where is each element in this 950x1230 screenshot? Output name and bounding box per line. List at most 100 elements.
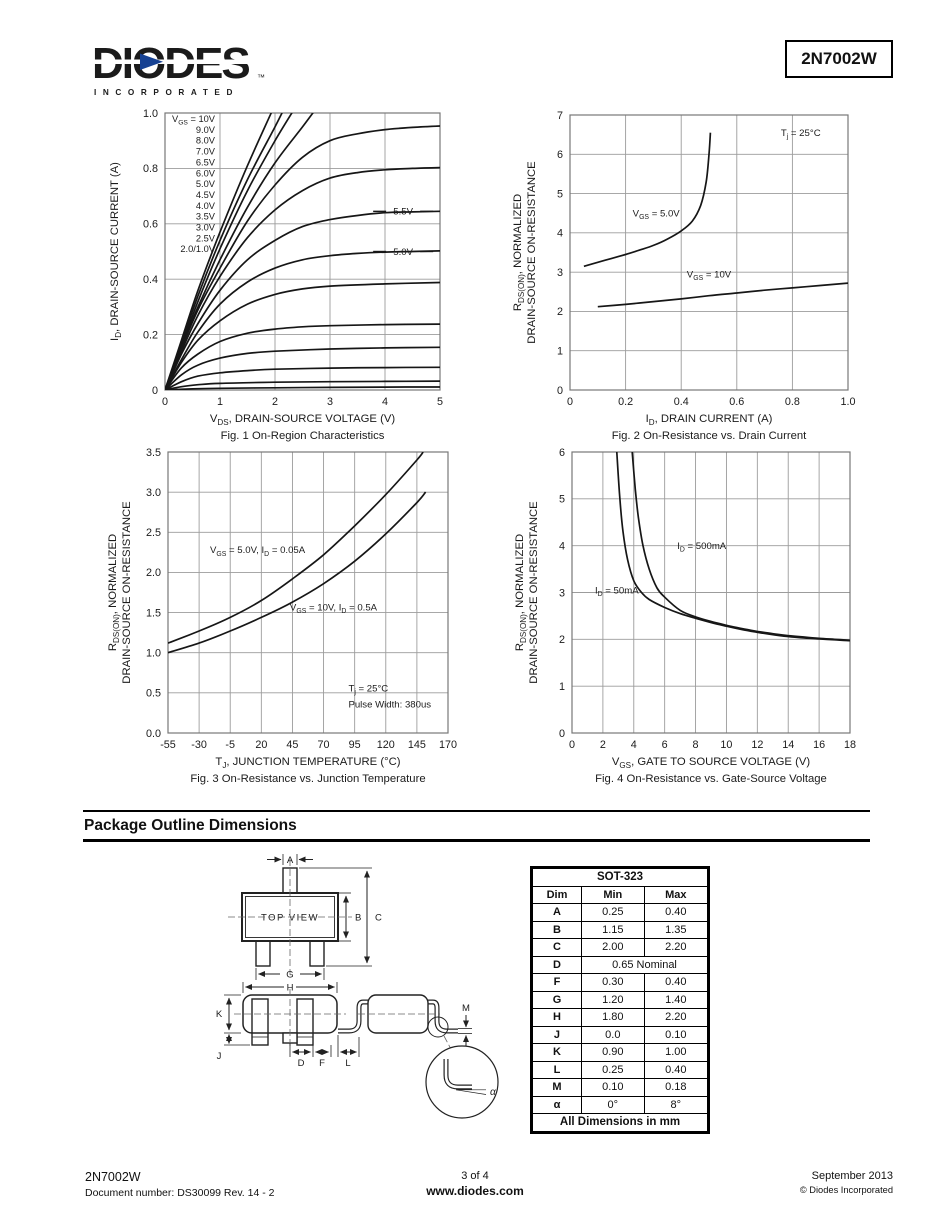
footer-right: September 2013 © Diodes Incorporated — [800, 1170, 893, 1195]
curve-VGS-3.5V — [165, 346, 440, 390]
curve-VGS-3.0V — [165, 366, 440, 390]
min-cell: 0° — [580, 1095, 645, 1114]
curve-VGS-6.5V — [165, 125, 440, 390]
max-cell: 2.20 — [643, 938, 709, 957]
dim-label-M: M — [462, 1003, 470, 1014]
y-tick-label: 0 — [557, 385, 563, 397]
legend-line: 3.5V — [196, 212, 216, 222]
x-tick-label: 14 — [782, 739, 794, 751]
min-cell: 0.30 — [580, 973, 645, 992]
figure-caption: Fig. 2 On-Resistance vs. Drain Current — [612, 430, 807, 442]
legend-line: VGS = 10V — [172, 114, 216, 127]
x-tick-label: 1 — [217, 396, 223, 408]
min-cell: 0.0 — [580, 1025, 645, 1044]
x-tick-label: 145 — [408, 739, 426, 751]
legend-line: 3.0V — [196, 223, 216, 233]
max-cell: 1.00 — [643, 1043, 709, 1062]
dim-label-H: H — [287, 983, 294, 994]
dim-cell: J — [531, 1025, 582, 1044]
logo-arrow-icon — [140, 53, 163, 70]
y-tick-label: 0.4 — [143, 274, 158, 286]
plot-border — [571, 451, 851, 734]
x-tick-label: 1.0 — [840, 396, 855, 408]
package-front-view: H K J D F — [216, 982, 346, 1069]
y-tick-label: 1.0 — [146, 648, 161, 660]
package-heading-text: Package Outline Dimensions — [84, 817, 297, 834]
footer-center: 3 of 4 www.diodes.com — [0, 1170, 950, 1198]
dim-cell: α — [531, 1095, 582, 1114]
footer-website-link[interactable]: www.diodes.com — [426, 1184, 524, 1198]
curve-ID-500mA — [631, 452, 850, 642]
curve-VGS-5.0V-ID-0.05A — [168, 452, 424, 644]
plot-border — [569, 114, 849, 391]
min-cell: 0.25 — [580, 903, 645, 922]
min-cell: 0.90 — [580, 1043, 645, 1062]
dim-label-D: D — [298, 1058, 305, 1069]
legend-line: 4.0V — [196, 201, 216, 211]
column-header: Dim — [531, 885, 582, 904]
dim-cell: F — [531, 973, 582, 992]
y-tick-label: 4 — [557, 228, 563, 240]
bottom-right-pin — [309, 940, 325, 967]
dim-label-alpha: α — [490, 1087, 496, 1098]
x-tick-label: 18 — [844, 739, 856, 751]
column-header: Max — [643, 885, 709, 904]
dim-label-G: G — [286, 970, 293, 981]
y-tick-label: 3.0 — [146, 487, 161, 499]
y-tick-label: 2.0 — [146, 567, 161, 579]
package-outline-heading: Package Outline Dimensions — [83, 810, 870, 842]
x-tick-label: 70 — [318, 739, 330, 751]
y-tick-label: 1.5 — [146, 607, 161, 619]
annotation: Pulse Width: 380us — [348, 699, 431, 710]
curve-label: 5.0V — [393, 247, 413, 258]
y-tick-label: 4 — [559, 540, 565, 552]
dim-cell: M — [531, 1078, 582, 1097]
annotation: VGS = 5.0V — [633, 209, 681, 222]
curve-VGS-2.5V — [165, 380, 440, 390]
x-tick-label: 2 — [600, 739, 606, 751]
x-tick-label: 5 — [437, 396, 443, 408]
dim-cell: G — [531, 990, 582, 1009]
x-axis-label: VDS, DRAIN-SOURCE VOLTAGE (V) — [210, 413, 396, 427]
x-tick-label: 2 — [272, 396, 278, 408]
x-axis-label: VGS, GATE TO SOURCE VOLTAGE (V) — [612, 756, 811, 770]
y-tick-label: 2 — [557, 306, 563, 318]
logo-incorporated: INCORPORATED — [94, 88, 239, 97]
footer-left: 2N7002W Document number: DS30099 Rev. 14… — [85, 1170, 275, 1199]
y-tick-label: 1.0 — [143, 108, 158, 120]
y-axis-label: RDS(ON), NORMALIZED — [512, 194, 526, 311]
max-cell: 0.18 — [643, 1078, 709, 1097]
legend-line: 2.0/1.0V — [180, 244, 215, 254]
curve-label: 5.5V — [393, 207, 413, 218]
figure-1-on-region-characteristics: 0 1 2 3 4 5 0 0.2 0.4 0.6 0.8 1.0 VDS, DRAIN-SOURCE … — [109, 108, 443, 442]
x-tick-label: 10 — [720, 739, 732, 751]
max-cell: 0.40 — [643, 1060, 709, 1079]
min-cell: 0.25 — [580, 1060, 645, 1079]
x-tick-label: -5 — [225, 739, 235, 751]
annotation: VGS = 10V, ID = 0.5A — [290, 602, 378, 615]
y-tick-label: 5 — [557, 188, 563, 200]
max-cell: 0.40 — [643, 973, 709, 992]
dim-label-A: A — [287, 855, 294, 866]
value-cell: 0.65 Nominal — [580, 955, 709, 974]
curve-VGS-5.0V — [583, 132, 712, 268]
footer-copyright: © Diodes Incorporated — [799, 1185, 893, 1195]
x-tick-label: 45 — [286, 739, 298, 751]
dim-label-C: C — [375, 913, 382, 924]
curve-VGS-4.5V — [165, 281, 440, 390]
dim-label-L: L — [345, 1058, 350, 1069]
sot-323-dimensions-table: SOT-323 Dim Min Max A 0.25 0.40 B 1.15 1.35 C 2.00 2… — [530, 866, 710, 1134]
dim-cell: D — [531, 955, 582, 974]
part-number-box: 2N7002W — [785, 40, 893, 78]
dim-label-K: K — [216, 1009, 223, 1020]
x-tick-label: 0.8 — [785, 396, 800, 408]
figure-2-on-resistance-vs-drain-current: 0 0.2 0.4 0.6 0.8 1.0 0 1 2 3 4 5 6 7 ID, DRAIN CURREN… — [512, 110, 856, 442]
dim-cell: C — [531, 938, 582, 957]
x-tick-label: 0 — [567, 396, 573, 408]
y-axis-label: ID, DRAIN-SOURCE CURRENT (A) — [109, 162, 123, 341]
y-tick-label: 0 — [559, 728, 565, 740]
lead-knee-circle — [427, 1016, 449, 1038]
table-title: SOT-323 — [531, 867, 709, 887]
x-tick-label: 12 — [751, 739, 763, 751]
dim-cell: H — [531, 1008, 582, 1027]
